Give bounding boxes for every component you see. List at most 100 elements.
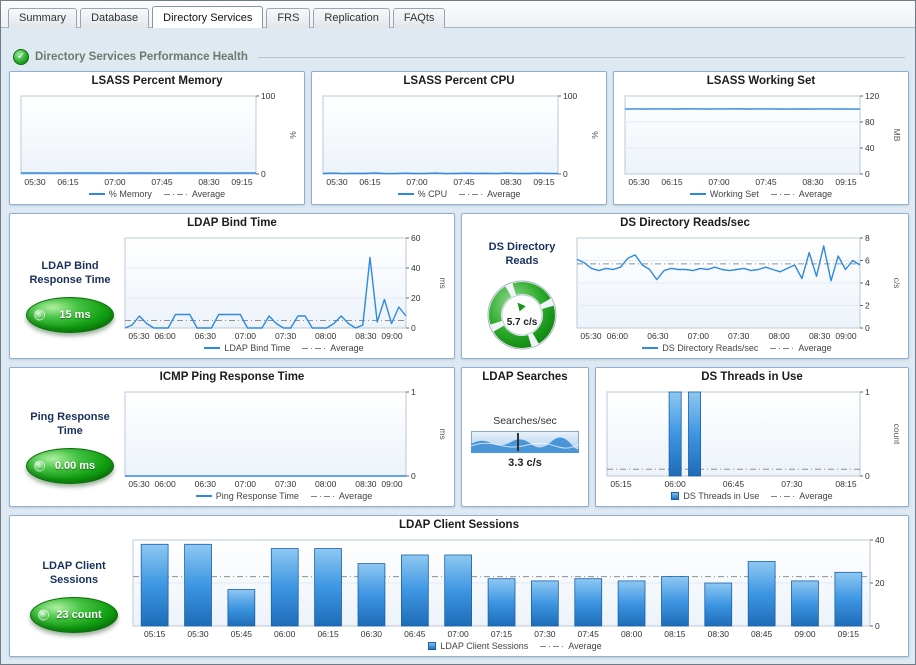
svg-text:08:15: 08:15 bbox=[664, 629, 686, 639]
svg-text:6: 6 bbox=[865, 256, 870, 266]
svg-text:06:30: 06:30 bbox=[361, 629, 383, 639]
svg-text:20: 20 bbox=[411, 293, 421, 303]
svg-text:06:30: 06:30 bbox=[647, 331, 669, 341]
searches-value: 3.3 c/s bbox=[508, 457, 542, 469]
gauge-indicator-dot bbox=[38, 609, 49, 621]
ldap-searches-gauge: Searches/sec 3.3 c/s bbox=[470, 415, 580, 469]
chart-legend: Ping Response Time Average bbox=[122, 489, 446, 503]
ping-response-time-chart: 0 1 05:30 06:00 06:30 07:00 07:30 08:00 08:30 09:… bbox=[122, 387, 448, 489]
svg-text:80: 80 bbox=[865, 117, 875, 127]
svg-text:07:00: 07:00 bbox=[688, 331, 710, 341]
legend-item: Average bbox=[540, 641, 602, 651]
ping-gauge-column: Ping Response Time 0.00 ms bbox=[18, 389, 122, 503]
svg-text:MB: MB bbox=[892, 129, 900, 142]
svg-text:ms: ms bbox=[438, 277, 446, 288]
svg-text:06:00: 06:00 bbox=[607, 331, 629, 341]
svg-text:07:30: 07:30 bbox=[728, 331, 750, 341]
panel-ldap-bind-time: LDAP Bind Time LDAP Bind Response Time 1… bbox=[9, 213, 455, 359]
legend-item: Working Set bbox=[689, 189, 759, 199]
svg-text:09:00: 09:00 bbox=[381, 479, 403, 489]
legend-label: Average bbox=[330, 343, 364, 353]
svg-text:05:30: 05:30 bbox=[128, 331, 150, 341]
svg-text:09:15: 09:15 bbox=[533, 177, 555, 187]
chart-legend: Working Set Average bbox=[622, 187, 900, 201]
legend-label: Average bbox=[799, 491, 833, 501]
ldap-bind-gauge-column: LDAP Bind Response Time 15 ms bbox=[18, 235, 122, 355]
panel-title: ICMP Ping Response Time bbox=[159, 371, 305, 383]
svg-text:08:30: 08:30 bbox=[355, 479, 377, 489]
ldap-client-sessions-chart: 0 20 40 05:15 05:30 05:45 06:00 06:15 06:30 06:45… bbox=[130, 535, 900, 639]
svg-text:06:30: 06:30 bbox=[195, 479, 217, 489]
panel-title: LSASS Percent Memory bbox=[91, 75, 223, 87]
svg-text:8: 8 bbox=[865, 235, 870, 243]
panel-icmp-ping: ICMP Ping Response Time Ping Response Ti… bbox=[9, 367, 455, 507]
svg-text:ms: ms bbox=[438, 428, 446, 439]
svg-text:07:45: 07:45 bbox=[453, 177, 475, 187]
chart-legend: DS Threads in Use Average bbox=[604, 489, 900, 503]
ldap-client-sessions-gauge: 23 count bbox=[30, 597, 118, 634]
svg-text:100: 100 bbox=[261, 93, 275, 101]
svg-text:07:00: 07:00 bbox=[235, 331, 257, 341]
svg-text:05:30: 05:30 bbox=[24, 177, 46, 187]
svg-text:08:00: 08:00 bbox=[768, 331, 790, 341]
svg-text:40: 40 bbox=[875, 537, 885, 545]
svg-text:06:00: 06:00 bbox=[154, 479, 176, 489]
ldap-bind-time-chart: 0 20 40 60 05:30 06:00 06:30 07:00 07:30 08:00 08:… bbox=[122, 233, 448, 341]
svg-text:07:00: 07:00 bbox=[406, 177, 428, 187]
svg-text:4: 4 bbox=[865, 278, 870, 288]
svg-text:05:30: 05:30 bbox=[580, 331, 602, 341]
average-swatch bbox=[302, 347, 327, 349]
legend-item: Average bbox=[302, 343, 364, 353]
tab-database[interactable]: Database bbox=[80, 8, 150, 28]
legend-label: Average bbox=[568, 641, 602, 651]
legend-item: Average bbox=[163, 189, 225, 199]
tab-replication[interactable]: Replication bbox=[313, 8, 390, 28]
average-swatch bbox=[459, 193, 484, 195]
svg-text:07:45: 07:45 bbox=[151, 177, 173, 187]
panel-lsass-working-set: LSASS Working Set 0 40 80 120 05:30 06:15 07:0… bbox=[613, 71, 909, 205]
tab-frs[interactable]: FRS bbox=[266, 8, 311, 28]
svg-text:05:15: 05:15 bbox=[144, 629, 166, 639]
panel-ds-threads: DS Threads in Use 0 1 05:15 06:00 06:45 07:30… bbox=[595, 367, 909, 507]
svg-text:0: 0 bbox=[865, 169, 870, 179]
svg-text:07:00: 07:00 bbox=[708, 177, 730, 187]
svg-text:07:30: 07:30 bbox=[781, 479, 803, 489]
svg-text:06:15: 06:15 bbox=[57, 177, 79, 187]
svg-text:06:15: 06:15 bbox=[359, 177, 381, 187]
gauge-needle bbox=[517, 302, 526, 312]
svg-text:08:30: 08:30 bbox=[809, 331, 831, 341]
svg-text:05:30: 05:30 bbox=[128, 479, 150, 489]
series-swatch bbox=[397, 193, 414, 195]
panel-title: LDAP Searches bbox=[482, 371, 568, 383]
section-divider bbox=[257, 56, 905, 58]
svg-text:06:00: 06:00 bbox=[664, 479, 686, 489]
svg-text:c/s: c/s bbox=[892, 278, 900, 289]
tab-directory-services[interactable]: Directory Services bbox=[152, 6, 264, 28]
legend-item: DS Directory Reads/sec bbox=[642, 343, 758, 353]
tab-summary[interactable]: Summary bbox=[8, 8, 78, 28]
svg-text:07:15: 07:15 bbox=[491, 629, 513, 639]
panel-title: LDAP Bind Time bbox=[187, 217, 277, 229]
chart-legend: % Memory Average bbox=[18, 187, 296, 201]
svg-text:count: count bbox=[892, 424, 900, 445]
average-swatch bbox=[540, 645, 565, 647]
legend-label: LDAP Client Sessions bbox=[440, 641, 529, 651]
svg-text:40: 40 bbox=[411, 263, 421, 273]
ds-threads-in-use-chart: 0 1 05:15 06:00 06:45 07:30 08:15 count bbox=[604, 387, 902, 489]
sessions-gauge-column: LDAP Client Sessions 23 count bbox=[18, 537, 130, 653]
svg-text:1: 1 bbox=[865, 389, 870, 397]
gauge-value: 23 count bbox=[56, 609, 102, 622]
panel-ldap-searches: LDAP Searches Searches/sec 3.3 c/s bbox=[461, 367, 589, 507]
gauge-value: 0.00 ms bbox=[54, 460, 96, 473]
svg-text:08:00: 08:00 bbox=[315, 479, 337, 489]
legend-label: Average bbox=[487, 189, 521, 199]
tab-faqts[interactable]: FAQts bbox=[392, 8, 446, 28]
svg-text:07:00: 07:00 bbox=[447, 629, 469, 639]
section-title: Directory Services Performance Health bbox=[35, 51, 248, 63]
svg-text:08:00: 08:00 bbox=[315, 331, 337, 341]
svg-text:06:00: 06:00 bbox=[154, 331, 176, 341]
chart-legend: LDAP Client Sessions Average bbox=[130, 639, 900, 653]
panel-title: DS Directory Reads/sec bbox=[620, 217, 750, 229]
svg-text:08:30: 08:30 bbox=[355, 331, 377, 341]
svg-text:09:00: 09:00 bbox=[794, 629, 816, 639]
